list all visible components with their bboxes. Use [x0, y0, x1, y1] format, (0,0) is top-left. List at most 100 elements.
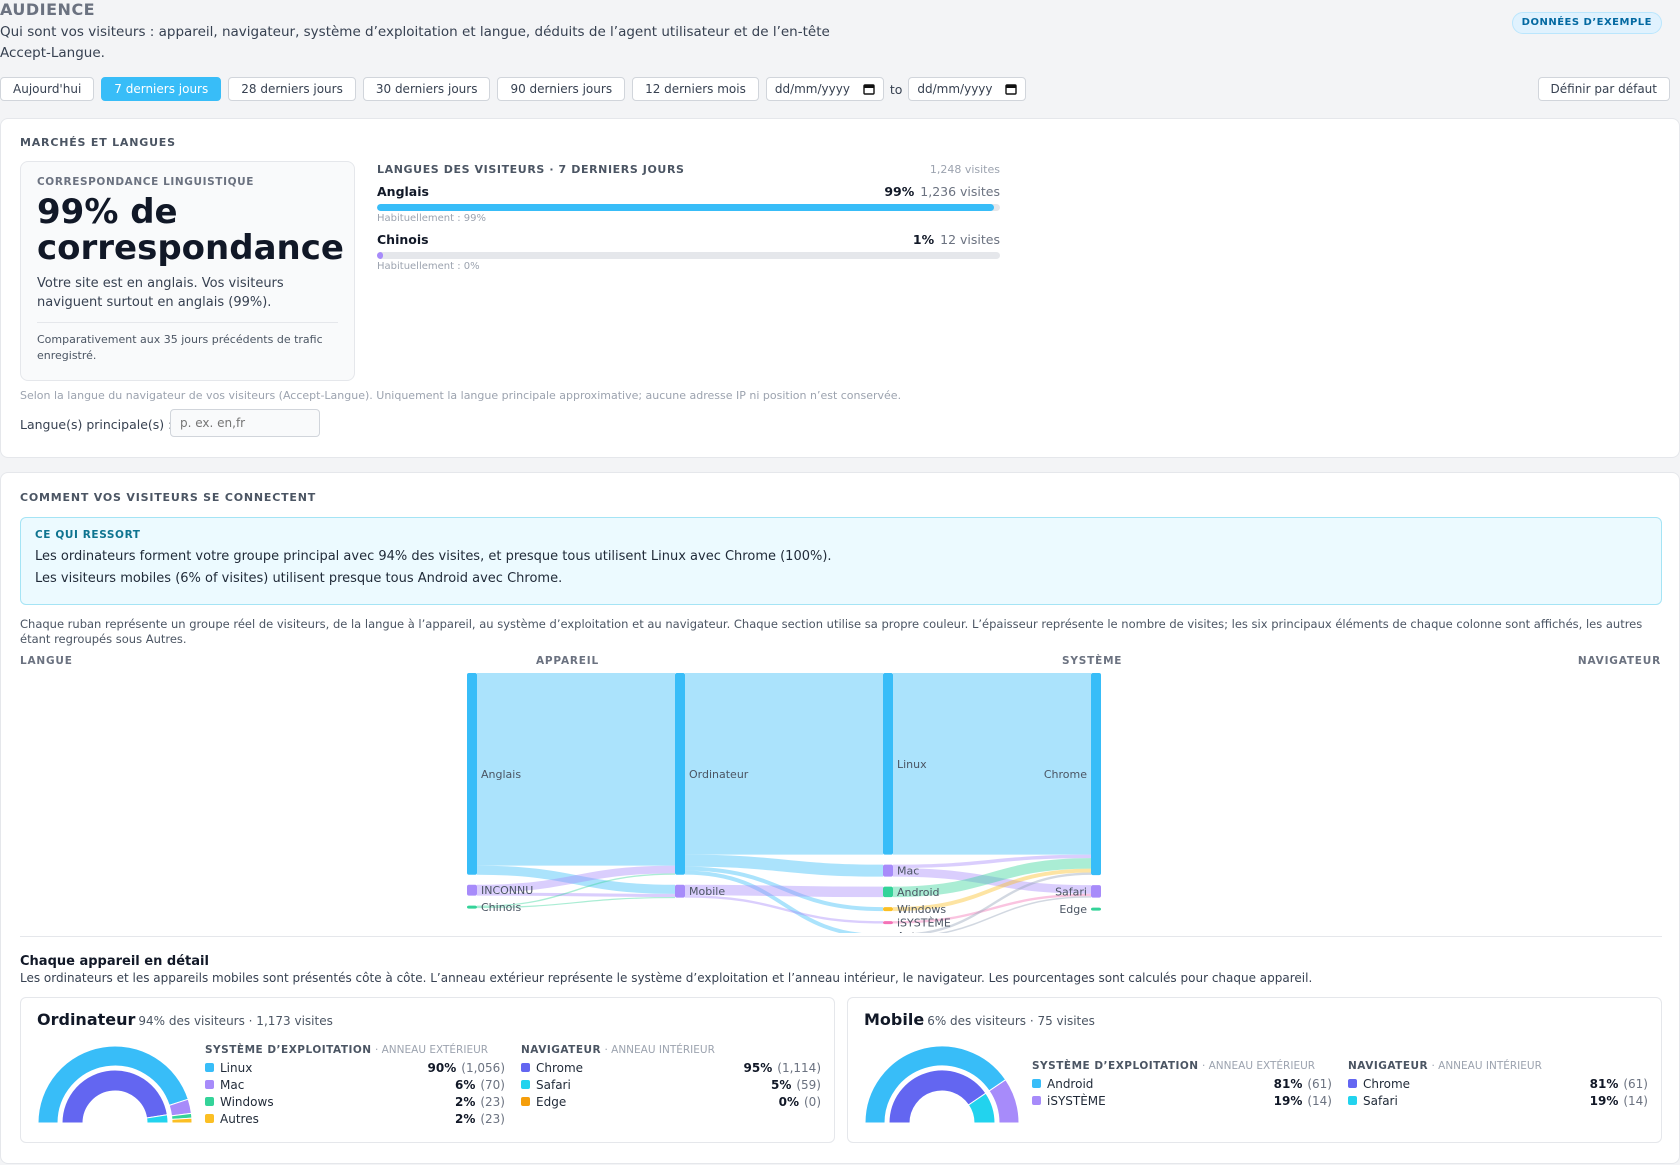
sankey-node[interactable]	[883, 921, 893, 925]
calendar-icon[interactable]	[1005, 83, 1018, 95]
insight-kicker: CE QUI RESSORT	[35, 529, 141, 541]
legend-name: iSYSTÈME	[1047, 1093, 1106, 1108]
sankey-link	[476, 865, 676, 893]
legend-percent: 90%	[427, 1060, 457, 1075]
match-kicker: CORRESPONDANCE LINGUISTIQUE	[37, 176, 255, 188]
legend-subheading: · ANNEAU INTÉRIEUR	[1431, 1060, 1542, 1072]
os-legend: SYSTÈME D’EXPLOITATION · ANNEAU EXTÉRIEU…	[205, 1044, 505, 1127]
sankey-node-label: Linux	[897, 758, 927, 771]
legend-count: (0)	[804, 1094, 821, 1109]
languages-total: 1,248 visites	[929, 163, 1000, 176]
sankey-node[interactable]	[883, 907, 893, 912]
sankey-node[interactable]	[675, 884, 685, 898]
device-summary: 6% des visiteurs · 75 visites	[927, 1014, 1095, 1028]
language-row: Anglais 99% 1,236 visites Habituellement : …	[377, 184, 1000, 224]
legend-percent: 2%	[454, 1111, 476, 1126]
sankey-node[interactable]	[675, 673, 685, 875]
sankey-link	[684, 866, 884, 912]
date-from-input[interactable]: dd/mm/yyyy	[765, 77, 884, 101]
device-detail-title: Chaque appareil en détail	[20, 954, 209, 969]
browser-legend: NAVIGATEUR · ANNEAU INTÉRIEUR Chrome 81% (6…	[1348, 1060, 1648, 1109]
legend-name: Safari	[536, 1077, 571, 1092]
legend-subheading: · ANNEAU INTÉRIEUR	[604, 1044, 715, 1056]
sankey-node-label: Windows	[897, 903, 946, 916]
legend-name: Windows	[220, 1094, 274, 1109]
section-divider	[20, 936, 1662, 937]
legend-name: Chrome	[1363, 1076, 1411, 1091]
range-today-button[interactable]: Aujourd'hui	[0, 77, 95, 101]
legend-name: Android	[1047, 1076, 1094, 1091]
range-7d-button[interactable]: 7 derniers jours	[101, 77, 222, 101]
languages-title: LANGUES DES VISITEURS · 7 DERNIERS JOURS	[377, 163, 685, 176]
os-legend: SYSTÈME D’EXPLOITATION · ANNEAU EXTÉRIEU…	[1032, 1060, 1332, 1109]
language-count: 12 visites	[940, 232, 1000, 247]
sankey-node[interactable]	[883, 864, 893, 877]
legend-swatch	[521, 1080, 530, 1089]
primary-language-input[interactable]	[170, 409, 320, 437]
mobile-device-card: Mobile 6% des visiteurs · 75 visites SYSTÈ…	[847, 997, 1662, 1143]
sankey-node-label: Mac	[897, 865, 919, 878]
sankey-link	[684, 854, 884, 877]
legend-row: Autres 2% (23)	[205, 1110, 505, 1127]
legend-swatch	[1032, 1079, 1041, 1088]
language-usual: Habituellement : 99%	[377, 213, 486, 224]
markets-section-title: MARCHÉS ET LANGUES	[20, 136, 176, 149]
sankey-node-label: Ordinateur	[689, 768, 749, 781]
sankey-node[interactable]	[467, 905, 477, 909]
legend-name: Autres	[220, 1111, 259, 1126]
sankey-link	[913, 872, 1092, 933]
legend-name: Mac	[220, 1077, 245, 1092]
language-bar-fill	[377, 252, 384, 259]
connect-section-title: COMMENT VOS VISITEURS SE CONNECTENT	[20, 491, 317, 504]
language-count: 1,236 visites	[920, 184, 1000, 199]
column-label-device: APPAREIL	[536, 655, 599, 667]
match-headline: 99% de correspondance	[37, 192, 344, 268]
insight-box: CE QUI RESSORT Les ordinateurs forment v…	[20, 517, 1662, 605]
calendar-icon[interactable]	[863, 83, 875, 95]
insight-line: Les ordinateurs forment votre groupe pri…	[35, 549, 832, 564]
sankey-link	[892, 868, 1092, 912]
legend-row: Chrome 81% (61)	[1348, 1075, 1648, 1092]
legend-count: (61)	[1623, 1076, 1648, 1091]
legend-count: (70)	[480, 1077, 505, 1092]
sankey-node-label: Chinois	[481, 901, 521, 914]
range-90d-button[interactable]: 90 derniers jours	[497, 77, 626, 101]
legend-swatch	[521, 1063, 530, 1072]
desktop-device-card: Ordinateur 94% des visiteurs · 1,173 visi…	[20, 997, 835, 1143]
range-12m-button[interactable]: 12 derniers mois	[632, 77, 759, 101]
legend-count: (1,114)	[777, 1060, 821, 1075]
match-footnote: Comparativement aux 35 jours précédents …	[37, 333, 323, 362]
legend-percent: 81%	[1589, 1076, 1619, 1091]
sankey-node[interactable]	[467, 673, 477, 875]
legend-percent: 0%	[778, 1094, 799, 1109]
sankey-node-label: INCONNU	[481, 884, 533, 897]
legend-row: Mac 6% (70)	[205, 1076, 505, 1093]
sankey-link	[476, 896, 676, 909]
language-name: Chinois	[377, 232, 429, 247]
sankey-node-label: Chrome	[1044, 768, 1087, 781]
sankey-node[interactable]	[1091, 673, 1101, 876]
set-default-button[interactable]: Définir par défaut	[1537, 77, 1670, 101]
sankey-node[interactable]	[1091, 907, 1101, 911]
sankey-node[interactable]	[883, 673, 893, 855]
legend-row: iSYSTÈME 19% (14)	[1032, 1092, 1332, 1109]
date-from-placeholder: dd/mm/yyyy	[774, 82, 850, 96]
legend-row: Windows 2% (23)	[205, 1093, 505, 1110]
sankey-node-label: Anglais	[481, 768, 521, 781]
range-28d-button[interactable]: 28 derniers jours	[228, 77, 356, 101]
legend-swatch	[205, 1080, 214, 1089]
legend-swatch	[1348, 1079, 1357, 1088]
language-bar-fill	[377, 204, 994, 211]
match-divider	[37, 322, 338, 323]
page-description: Qui sont vos visiteurs : appareil, navig…	[0, 24, 830, 61]
sankey-node[interactable]	[1091, 885, 1101, 898]
legend-percent: 19%	[1273, 1093, 1303, 1108]
donut-segment	[967, 1092, 996, 1124]
sankey-node[interactable]	[883, 886, 893, 898]
legend-percent: 81%	[1273, 1076, 1303, 1091]
legend-count: (1,056)	[461, 1060, 505, 1075]
date-to-input[interactable]: dd/mm/yyyy	[908, 77, 1027, 101]
legend-percent: 2%	[454, 1094, 476, 1109]
range-30d-button[interactable]: 30 derniers jours	[362, 77, 491, 101]
sankey-node[interactable]	[467, 884, 477, 896]
